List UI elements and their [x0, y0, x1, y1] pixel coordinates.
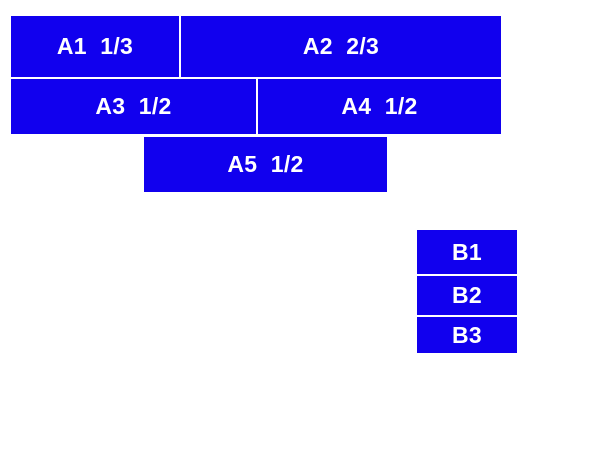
grid-cell-a1[interactable]: A1 1/3 [11, 16, 179, 77]
grid-cell-a5[interactable]: A5 1/2 [144, 137, 387, 192]
grid-cell-a4[interactable]: A4 1/2 [258, 79, 501, 134]
grid-cell-b3[interactable]: B3 [417, 317, 517, 353]
grid-cell-a2[interactable]: A2 2/3 [181, 16, 501, 77]
grid-cell-b1[interactable]: B1 [417, 230, 517, 274]
grid-cell-a3[interactable]: A3 1/2 [11, 79, 256, 134]
grid-cell-b2[interactable]: B2 [417, 276, 517, 315]
